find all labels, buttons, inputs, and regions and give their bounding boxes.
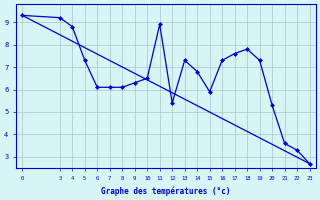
X-axis label: Graphe des températures (°c): Graphe des températures (°c)	[101, 186, 231, 196]
